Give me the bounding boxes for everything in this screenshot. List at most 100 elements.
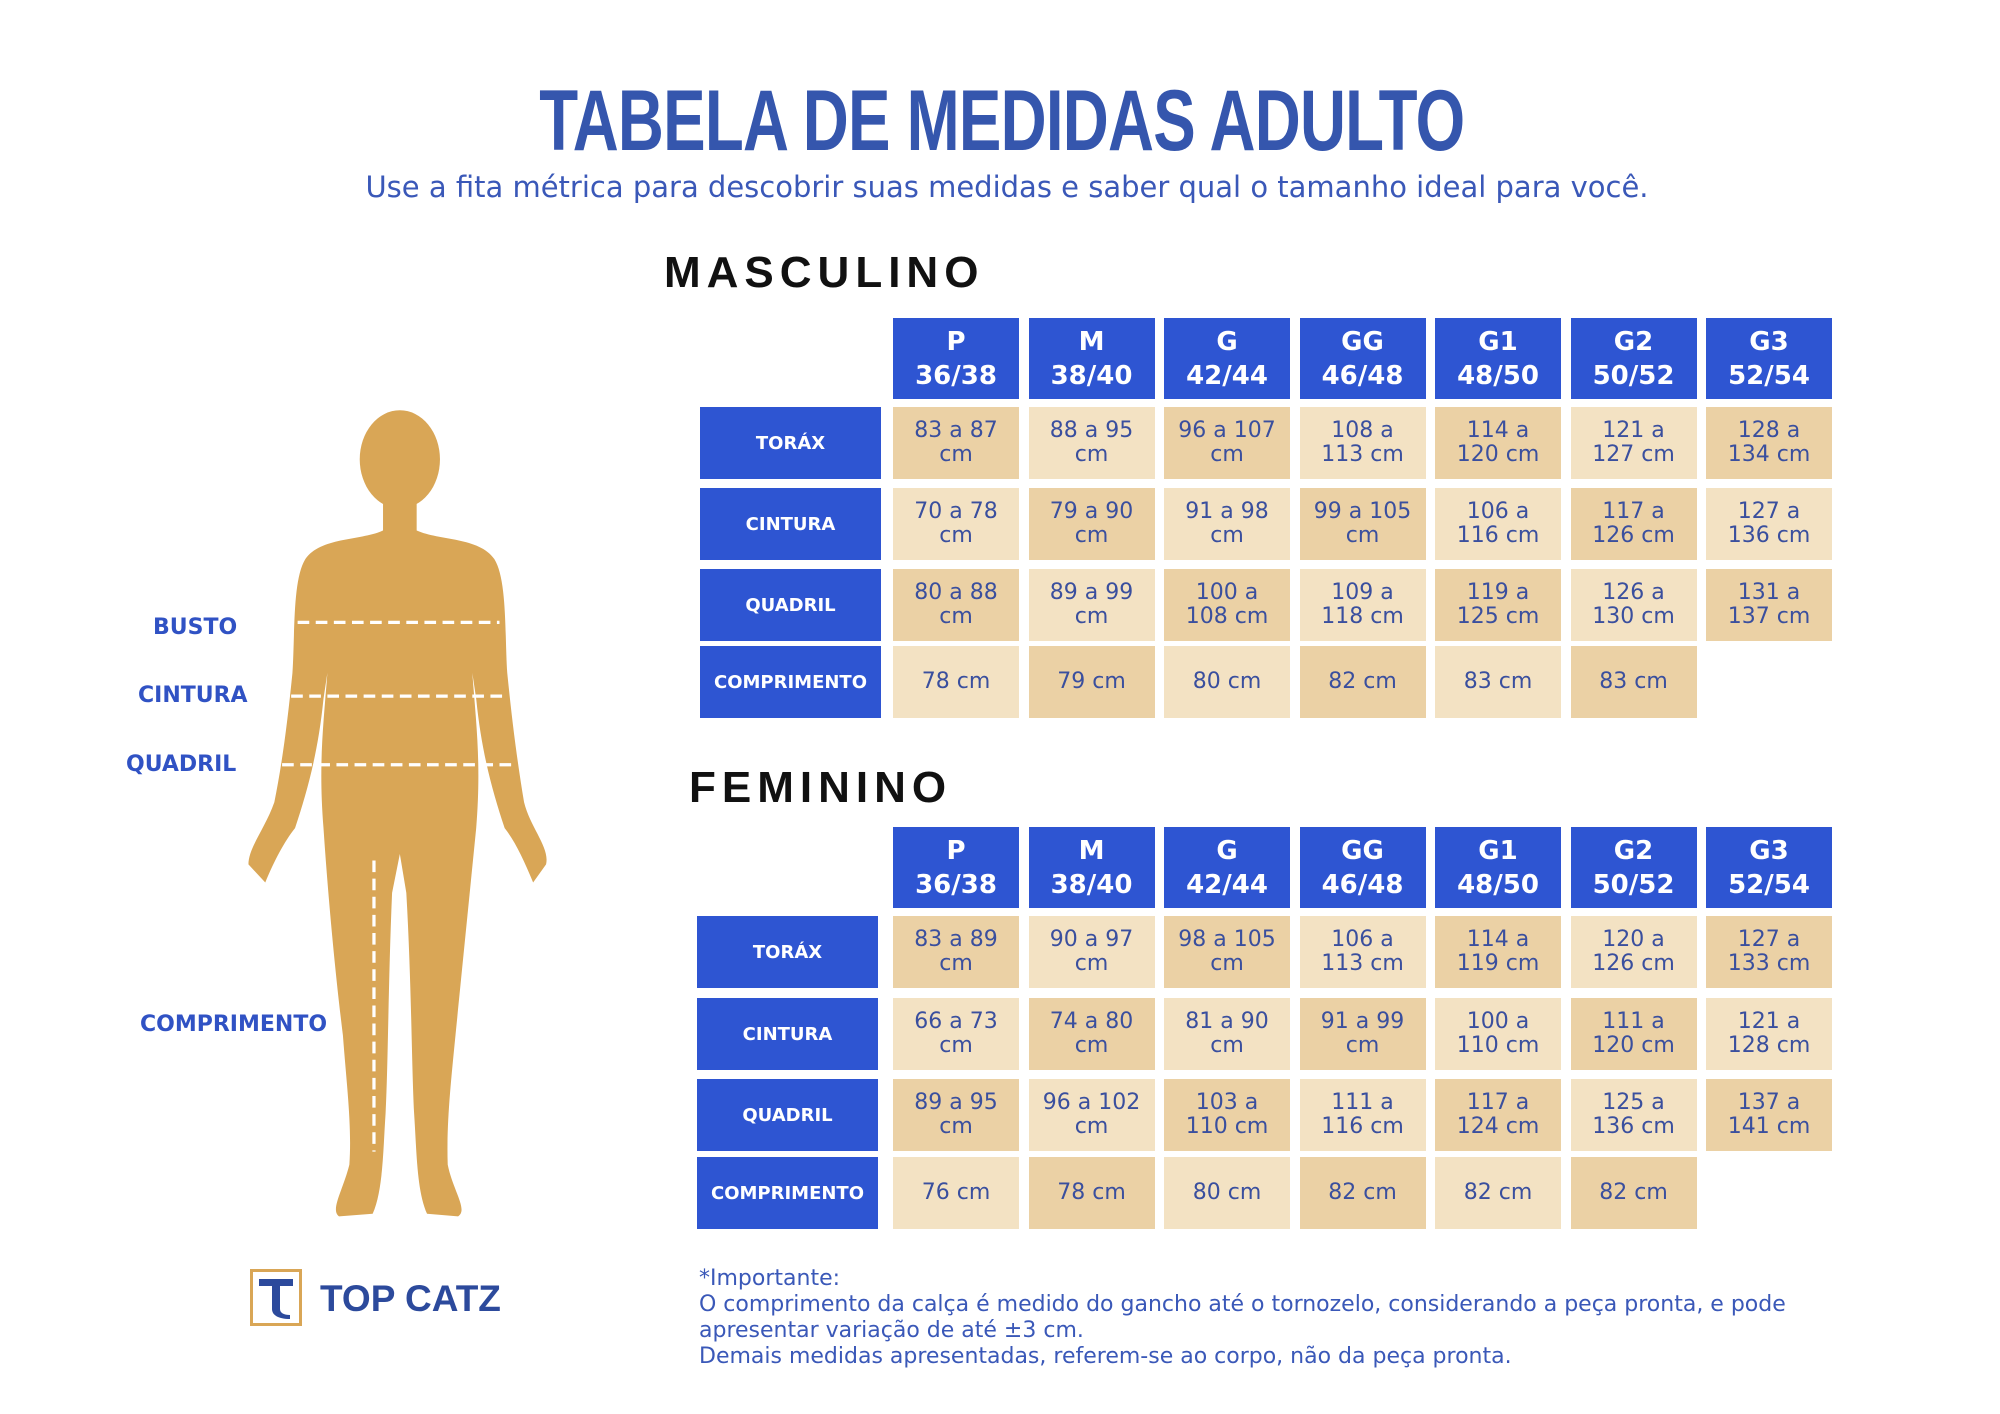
- row-label: TORÁX: [697, 916, 878, 988]
- size-header: M 38/40: [1028, 827, 1155, 908]
- size-range: 38/40: [1050, 869, 1133, 900]
- size-header: G3 52/54: [1706, 318, 1832, 399]
- measure-cell: 100 a 108 cm: [1164, 569, 1290, 641]
- measure-cell: 79 cm: [1028, 646, 1155, 718]
- size-code: M: [1078, 326, 1105, 357]
- size-header: G3 52/54: [1706, 827, 1832, 908]
- measure-cell: 80 cm: [1164, 1157, 1290, 1229]
- size-header: G 42/44: [1164, 318, 1290, 399]
- size-code: G2: [1613, 835, 1654, 866]
- measure-cell: 127 a 136 cm: [1706, 488, 1832, 560]
- size-code: G2: [1613, 326, 1654, 357]
- measure-cell: 114 a 119 cm: [1435, 916, 1561, 988]
- section-title: MASCULINO: [664, 248, 985, 297]
- size-range: 38/40: [1050, 360, 1133, 391]
- size-header: G2 50/52: [1570, 318, 1697, 399]
- row-label: QUADRIL: [700, 569, 881, 641]
- measure-cell: 82 cm: [1435, 1157, 1561, 1229]
- measure-cell: 117 a 124 cm: [1435, 1079, 1561, 1151]
- measure-cell: 103 a 110 cm: [1164, 1079, 1290, 1151]
- size-code: M: [1078, 835, 1105, 866]
- body-label: COMPRIMENTO: [140, 1012, 328, 1037]
- measure-cell: 120 a 126 cm: [1570, 916, 1697, 988]
- size-range: 52/54: [1728, 360, 1810, 391]
- measure-cell: 121 a 127 cm: [1570, 407, 1697, 479]
- measure-cell: 117 a 126 cm: [1570, 488, 1697, 560]
- size-header: G1 48/50: [1435, 827, 1561, 908]
- size-header: G2 50/52: [1570, 827, 1697, 908]
- measure-cell: 91 a 99 cm: [1299, 998, 1426, 1070]
- measure-cell: 106 a 113 cm: [1299, 916, 1426, 988]
- size-header: M 38/40: [1028, 318, 1155, 399]
- size-header: P 36/38: [893, 827, 1019, 908]
- measure-cell: 98 a 105 cm: [1164, 916, 1290, 988]
- size-range: 50/52: [1592, 360, 1675, 391]
- measure-cell: 89 a 99 cm: [1028, 569, 1155, 641]
- note-line: Demais medidas apresentadas, referem-se …: [699, 1344, 1512, 1369]
- measure-cell: 96 a 102 cm: [1028, 1079, 1155, 1151]
- measure-cell: 100 a 110 cm: [1435, 998, 1561, 1070]
- measure-cell: 121 a 128 cm: [1706, 998, 1832, 1070]
- measure-cell: 66 a 73 cm: [893, 998, 1019, 1070]
- measure-cell: 83 a 87 cm: [893, 407, 1019, 479]
- size-code: GG: [1341, 326, 1384, 357]
- measure-cell: 80 a 88 cm: [893, 569, 1019, 641]
- body-label: BUSTO: [153, 615, 238, 640]
- size-code: G: [1216, 326, 1238, 357]
- size-range: 50/52: [1592, 869, 1675, 900]
- size-header: P 36/38: [893, 318, 1019, 399]
- size-code: G3: [1749, 835, 1789, 866]
- size-header: G1 48/50: [1435, 318, 1561, 399]
- measure-cell: 81 a 90 cm: [1164, 998, 1290, 1070]
- size-range: 46/48: [1321, 869, 1404, 900]
- note: *Importante: O comprimento da calça é me…: [699, 1266, 1859, 1370]
- size-range: 36/38: [915, 869, 997, 900]
- measure-cell: 83 a 89 cm: [893, 916, 1019, 988]
- measure-cell: 83 cm: [1570, 646, 1697, 718]
- size-code: GG: [1341, 835, 1384, 866]
- size-range: 42/44: [1186, 869, 1268, 900]
- measure-cell: 125 a 136 cm: [1570, 1079, 1697, 1151]
- size-code: G: [1216, 835, 1238, 866]
- measure-cell: 99 a 105 cm: [1299, 488, 1426, 560]
- size-code: P: [946, 835, 966, 866]
- row-label: COMPRIMENTO: [700, 646, 881, 718]
- measure-cell: 119 a 125 cm: [1435, 569, 1561, 641]
- row-label: CINTURA: [700, 488, 881, 560]
- body-figure: [248, 410, 547, 1217]
- measure-cell: 126 a 130 cm: [1570, 569, 1697, 641]
- measure-cell: 79 a 90 cm: [1028, 488, 1155, 560]
- size-range: 52/54: [1728, 869, 1810, 900]
- section-title: FEMININO: [689, 763, 953, 812]
- subtitle: Use a fita métrica para descobrir suas m…: [365, 170, 1649, 204]
- size-code: G1: [1478, 326, 1518, 357]
- measure-cell: 111 a 120 cm: [1570, 998, 1697, 1070]
- measure-cell: 78 cm: [1028, 1157, 1155, 1229]
- measure-cell: 82 cm: [1299, 646, 1426, 718]
- body-label: QUADRIL: [126, 752, 237, 777]
- measure-cell: 80 cm: [1164, 646, 1290, 718]
- size-range: 36/38: [915, 360, 997, 391]
- measure-cell: 131 a 137 cm: [1706, 569, 1832, 641]
- measure-cell: 88 a 95 cm: [1028, 407, 1155, 479]
- row-label: COMPRIMENTO: [697, 1157, 878, 1229]
- measure-cell: 114 a 120 cm: [1435, 407, 1561, 479]
- size-range: 48/50: [1457, 360, 1539, 391]
- measure-cell: 106 a 116 cm: [1435, 488, 1561, 560]
- page-title: TABELA DE MEDIDAS ADULTO: [539, 73, 1465, 169]
- size-code: G3: [1749, 326, 1789, 357]
- size-header: GG 46/48: [1299, 318, 1426, 399]
- brand-name: TOP CATZ: [320, 1278, 501, 1319]
- body-label: CINTURA: [138, 683, 248, 708]
- measure-cell: 82 cm: [1299, 1157, 1426, 1229]
- measure-cell: 137 a 141 cm: [1706, 1079, 1832, 1151]
- note-heading: *Importante:: [699, 1266, 841, 1291]
- size-header: GG 46/48: [1299, 827, 1426, 908]
- size-header: G 42/44: [1164, 827, 1290, 908]
- measure-cell: 74 a 80 cm: [1028, 998, 1155, 1070]
- row-label: QUADRIL: [697, 1079, 878, 1151]
- measure-cell: 90 a 97 cm: [1028, 916, 1155, 988]
- measure-cell: 91 a 98 cm: [1164, 488, 1290, 560]
- measure-cell: 78 cm: [893, 646, 1019, 718]
